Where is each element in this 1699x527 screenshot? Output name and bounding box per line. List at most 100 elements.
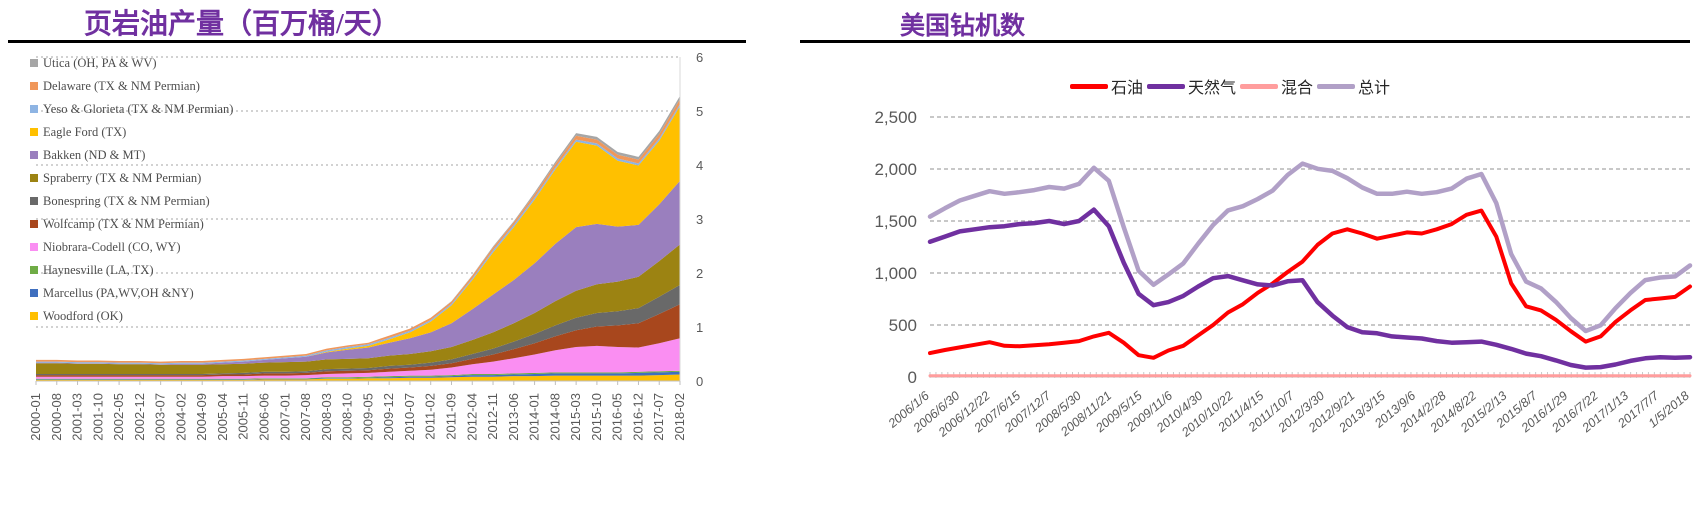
x-tick-label: 2003-07 — [153, 393, 168, 441]
legend-swatch-icon — [30, 128, 38, 136]
x-tick-label: 2011-02 — [423, 393, 438, 440]
legend-label: 石油 — [1110, 80, 1143, 97]
x-tick-label: 2018-02 — [672, 393, 687, 441]
legend-item-bonespring: Bonespring (TX & NM Permian) — [30, 194, 238, 208]
legend-item-marcellus: Marcellus (PA,WV,OH &NY) — [30, 286, 238, 300]
legend-label: 混合 — [1281, 80, 1314, 97]
line-series-total — [927, 161, 1693, 334]
area-marcellus — [36, 371, 680, 380]
shale-oil-stacked-area-chart: 2000-01 2000-08 2001-03 2001-10 2002-05 2002-… — [28, 50, 703, 441]
x-tick-label: 2013-06 — [506, 393, 521, 441]
x-tick-label: 2004-09 — [194, 393, 209, 441]
legend-item-delaware: Delaware (TX & NM Permian) — [30, 79, 238, 93]
legend-swatch-icon — [30, 105, 38, 113]
y-tick-label: 2,500 — [874, 108, 917, 127]
x-tick-label: 2007-08 — [298, 393, 313, 441]
legend-label: Bonespring (TX & NM Permian) — [43, 194, 210, 208]
area-niobrara — [36, 338, 680, 379]
y-tick-label: 4 — [696, 158, 703, 173]
legend-label: 天然气 — [1187, 80, 1236, 97]
x-tick-label: 2014-08 — [547, 393, 562, 441]
x-tick-label: 2000-08 — [49, 393, 64, 441]
x-tick-label: 2002-05 — [111, 393, 126, 441]
y-tick-label: 0 — [696, 374, 703, 389]
legend-label: Marcellus (PA,WV,OH &NY) — [43, 286, 194, 300]
legend-item-woodford: Woodford (OK) — [30, 309, 238, 323]
legend-item-spraberry: Spraberry (TX & NM Permian) — [30, 171, 238, 185]
y-tick-label: 1 — [696, 320, 703, 335]
left-chart-title: 页岩油产量（百万桶/天） — [84, 9, 400, 40]
legend-label: Woodford (OK) — [43, 309, 123, 323]
legend-label: 总计 — [1358, 80, 1391, 97]
x-tick-label: 2001-03 — [70, 393, 85, 441]
y-tick-label: 0 — [908, 368, 917, 387]
legend-label: Spraberry (TX & NM Permian) — [43, 171, 202, 185]
x-tick-label: 2005-04 — [215, 393, 230, 441]
legend-item-niobrara: Niobrara-Codell (CO, WY) — [30, 240, 238, 254]
y-tick-label: 1,500 — [874, 212, 917, 231]
legend-line-swatch-icon — [1317, 83, 1356, 89]
legend-label: Niobrara-Codell (CO, WY) — [43, 240, 181, 254]
line-series-oil — [928, 208, 1692, 360]
legend-label: Utica (OH, PA & WV) — [43, 56, 157, 70]
legend-item-wolfcamp: Wolfcamp (TX & NM Permian) — [30, 217, 238, 231]
x-tick-label: 2011-09 — [443, 393, 458, 440]
x-tick-label: 2001-10 — [90, 393, 105, 441]
legend-item-gas: 天然气 — [1146, 74, 1236, 98]
x-tick-label: 2016-12 — [630, 393, 645, 441]
x-tick-label: 2002-12 — [132, 393, 147, 441]
x-tick-label: 2005-11 — [236, 393, 251, 440]
area-bakken — [36, 180, 680, 365]
legend-label: Haynesville (LA, TX) — [43, 263, 154, 277]
x-tick-label: 2006-06 — [257, 393, 272, 441]
legend-label: Yeso & Glorieta (TX & NM Permian) — [43, 102, 234, 116]
right-chart-title: 美国钻机数 — [900, 13, 1026, 40]
x-tick-label: 2009-05 — [360, 393, 375, 441]
area-wolfcamp — [36, 304, 680, 377]
area-woodford — [36, 374, 680, 381]
y-tick-label: 1,000 — [874, 264, 917, 283]
legend-item-total: 总计 — [1317, 74, 1390, 98]
y-tick-label: 2 — [696, 266, 703, 281]
legend-line-swatch-icon — [1146, 83, 1185, 89]
legend-label: Bakken (ND & MT) — [43, 148, 146, 162]
legend-item-yeso: Yeso & Glorieta (TX & NM Permian) — [30, 102, 238, 116]
legend-swatch-icon — [30, 266, 38, 274]
x-tick-label: 2008-10 — [340, 393, 355, 441]
legend-item-oil: 石油 — [1069, 74, 1143, 98]
area-bonespring — [36, 284, 680, 376]
right-chart-legend: 石油 天然气 混合 总计 — [930, 74, 1530, 98]
line-series-gas — [927, 207, 1693, 370]
legend-label: Eagle Ford (TX) — [43, 125, 127, 139]
legend-line-swatch-icon — [1069, 83, 1108, 89]
right-title-underline — [800, 40, 1690, 43]
legend-item-bakken: Bakken (ND & MT) — [30, 148, 238, 162]
legend-swatch-icon — [30, 312, 38, 320]
legend-item-eagleford: Eagle Ford (TX) — [30, 125, 238, 139]
x-tick-label: 2010-07 — [402, 393, 417, 441]
x-tick-label: 2016-05 — [610, 393, 625, 441]
left-chart-legend: Utica (OH, PA & WV) Delaware (TX & NM Per… — [30, 56, 238, 332]
y-tick-label: 3 — [696, 212, 703, 227]
legend-swatch-icon — [30, 59, 38, 67]
legend-swatch-icon — [30, 220, 38, 228]
legend-swatch-icon — [30, 289, 38, 297]
legend-item-utica: Utica (OH, PA & WV) — [30, 56, 238, 70]
x-tick-label: 2012-11 — [485, 393, 500, 440]
y-tick-label: 2,000 — [874, 160, 917, 179]
y-tick-label: 500 — [889, 316, 917, 335]
x-tick-label: 2000-01 — [28, 393, 43, 441]
area-haynesville — [36, 370, 680, 380]
legend-label: Delaware (TX & NM Permian) — [43, 79, 200, 93]
x-tick-label: 2015-10 — [589, 393, 604, 441]
legend-swatch-icon — [30, 243, 38, 251]
legend-swatch-icon — [30, 174, 38, 182]
left-title-underline — [8, 40, 746, 43]
legend-swatch-icon — [30, 151, 38, 159]
legend-item-mixed: 混合 — [1240, 74, 1313, 98]
rig-count-line-chart: 05001,0001,5002,0002,5002006/1/62006/6/3… — [874, 108, 1693, 440]
area-spraberry — [36, 244, 680, 374]
y-tick-label: 5 — [696, 104, 703, 119]
x-tick-label: 2012-04 — [464, 393, 479, 441]
